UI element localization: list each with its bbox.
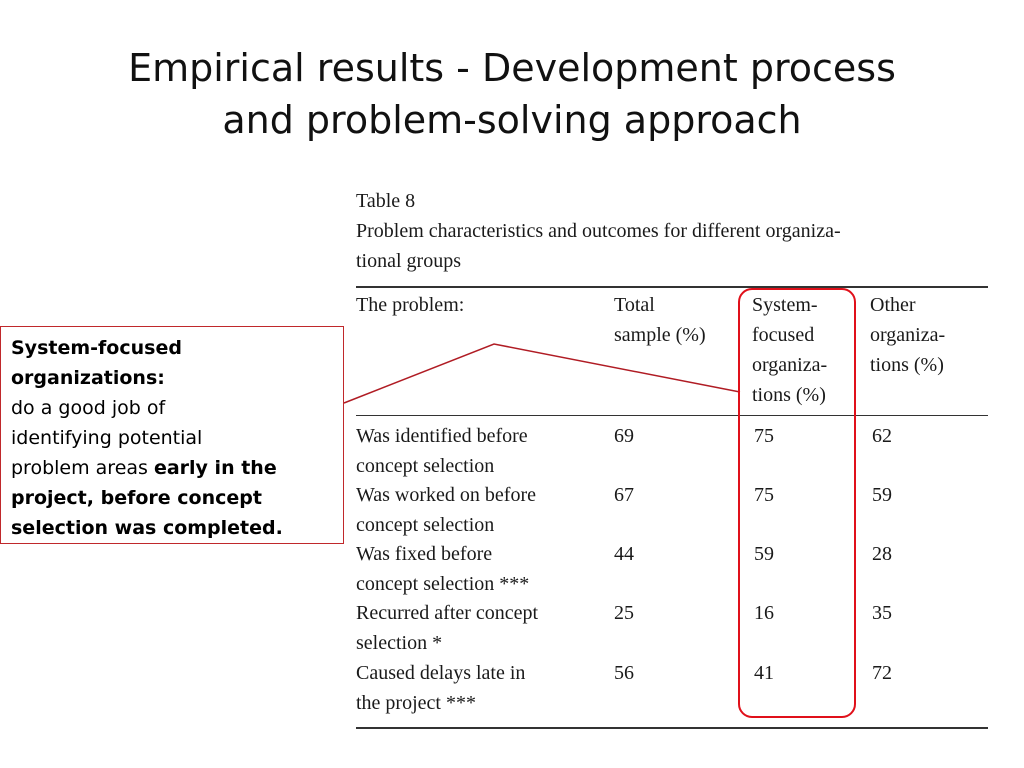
- table-top-rule: [356, 286, 988, 288]
- slide-title-line-2: and problem-solving approach: [222, 98, 802, 142]
- row-label: Caused delays late in the project ***: [356, 658, 606, 718]
- row-label-line: Was identified before: [356, 425, 528, 447]
- table-row: Caused delays late in the project *** 56…: [356, 658, 988, 718]
- cell-system: 75: [754, 484, 774, 506]
- cell-system: 41: [754, 662, 774, 684]
- column-header-system: System- focused organiza- tions (%): [752, 290, 862, 410]
- table-bottom-rule: [356, 727, 988, 729]
- cell-total: 67: [614, 484, 634, 506]
- cell-total: 56: [614, 662, 634, 684]
- row-label: Recurred after concept selection *: [356, 598, 606, 658]
- callout-body-line: project, before concept: [11, 487, 262, 509]
- callout-body-line: problem areas early in the: [11, 453, 335, 483]
- column-header-system-line: focused: [752, 324, 815, 346]
- cell-other: 28: [872, 543, 892, 565]
- column-header-other: Other organiza- tions (%): [870, 290, 988, 380]
- column-header-total-line: Total: [614, 294, 655, 316]
- cell-system: 16: [754, 602, 774, 624]
- row-label-line: concept selection: [356, 455, 495, 477]
- cell-other: 62: [872, 425, 892, 447]
- slide-title-line-1: Empirical results - Development process: [128, 46, 896, 90]
- row-label-line: Recurred after concept: [356, 602, 539, 624]
- table-row: Was worked on before concept selection 6…: [356, 480, 988, 540]
- cell-system: 75: [754, 425, 774, 447]
- row-label-line: Caused delays late in: [356, 662, 526, 684]
- column-header-other-line: tions (%): [870, 354, 944, 376]
- column-header-system-line: organiza-: [752, 354, 828, 376]
- column-header-total: Total sample (%): [614, 290, 744, 350]
- callout-body-line: identifying potential: [11, 427, 203, 449]
- cell-total: 69: [614, 425, 634, 447]
- callout-heading-line: organizations:: [11, 367, 165, 389]
- callout-box: System-focused organizations: do a good …: [0, 326, 344, 544]
- cell-system: 59: [754, 543, 774, 565]
- row-label-line: Was worked on before: [356, 484, 536, 506]
- table-row: Was fixed before concept selection *** 4…: [356, 539, 988, 599]
- callout-body-line: selection was completed.: [11, 517, 283, 539]
- callout-heading-line: System-focused: [11, 337, 182, 359]
- table-label: Table 8: [356, 190, 416, 212]
- table-caption-line-2: tional groups: [356, 250, 461, 272]
- table-header-rule: [356, 415, 988, 416]
- cell-other: 72: [872, 662, 892, 684]
- column-header-other-line: organiza-: [870, 324, 946, 346]
- cell-total: 44: [614, 543, 634, 565]
- callout-body-plain: problem areas: [11, 457, 154, 479]
- row-label-line: the project ***: [356, 692, 476, 714]
- row-label: Was identified before concept selection: [356, 421, 606, 481]
- column-header-other-line: Other: [870, 294, 916, 316]
- table-caption-line-1: Problem characteristics and outcomes for…: [356, 220, 841, 242]
- row-label-line: concept selection: [356, 514, 495, 536]
- column-header-problem: The problem:: [356, 294, 465, 316]
- row-label: Was fixed before concept selection ***: [356, 539, 606, 599]
- column-header-system-line: tions (%): [752, 384, 826, 406]
- table-row: Was identified before concept selection …: [356, 421, 988, 481]
- system-column-highlight: [738, 288, 856, 718]
- callout-connector-line: [343, 343, 741, 404]
- callout-body-bold: early in the: [153, 457, 277, 479]
- row-label: Was worked on before concept selection: [356, 480, 606, 540]
- slide-title: Empirical results - Development process …: [0, 42, 1024, 146]
- column-header-system-line: System-: [752, 294, 818, 316]
- callout-body-line: do a good job of: [11, 397, 166, 419]
- cell-other: 35: [872, 602, 892, 624]
- table-row: Recurred after concept selection * 25 16…: [356, 598, 988, 658]
- column-header-total-line: sample (%): [614, 324, 706, 346]
- table-scan: Table 8 Problem characteristics and outc…: [356, 186, 988, 729]
- row-label-line: selection *: [356, 632, 443, 654]
- cell-total: 25: [614, 602, 634, 624]
- row-label-line: concept selection ***: [356, 573, 530, 595]
- row-label-line: Was fixed before: [356, 543, 493, 565]
- cell-other: 59: [872, 484, 892, 506]
